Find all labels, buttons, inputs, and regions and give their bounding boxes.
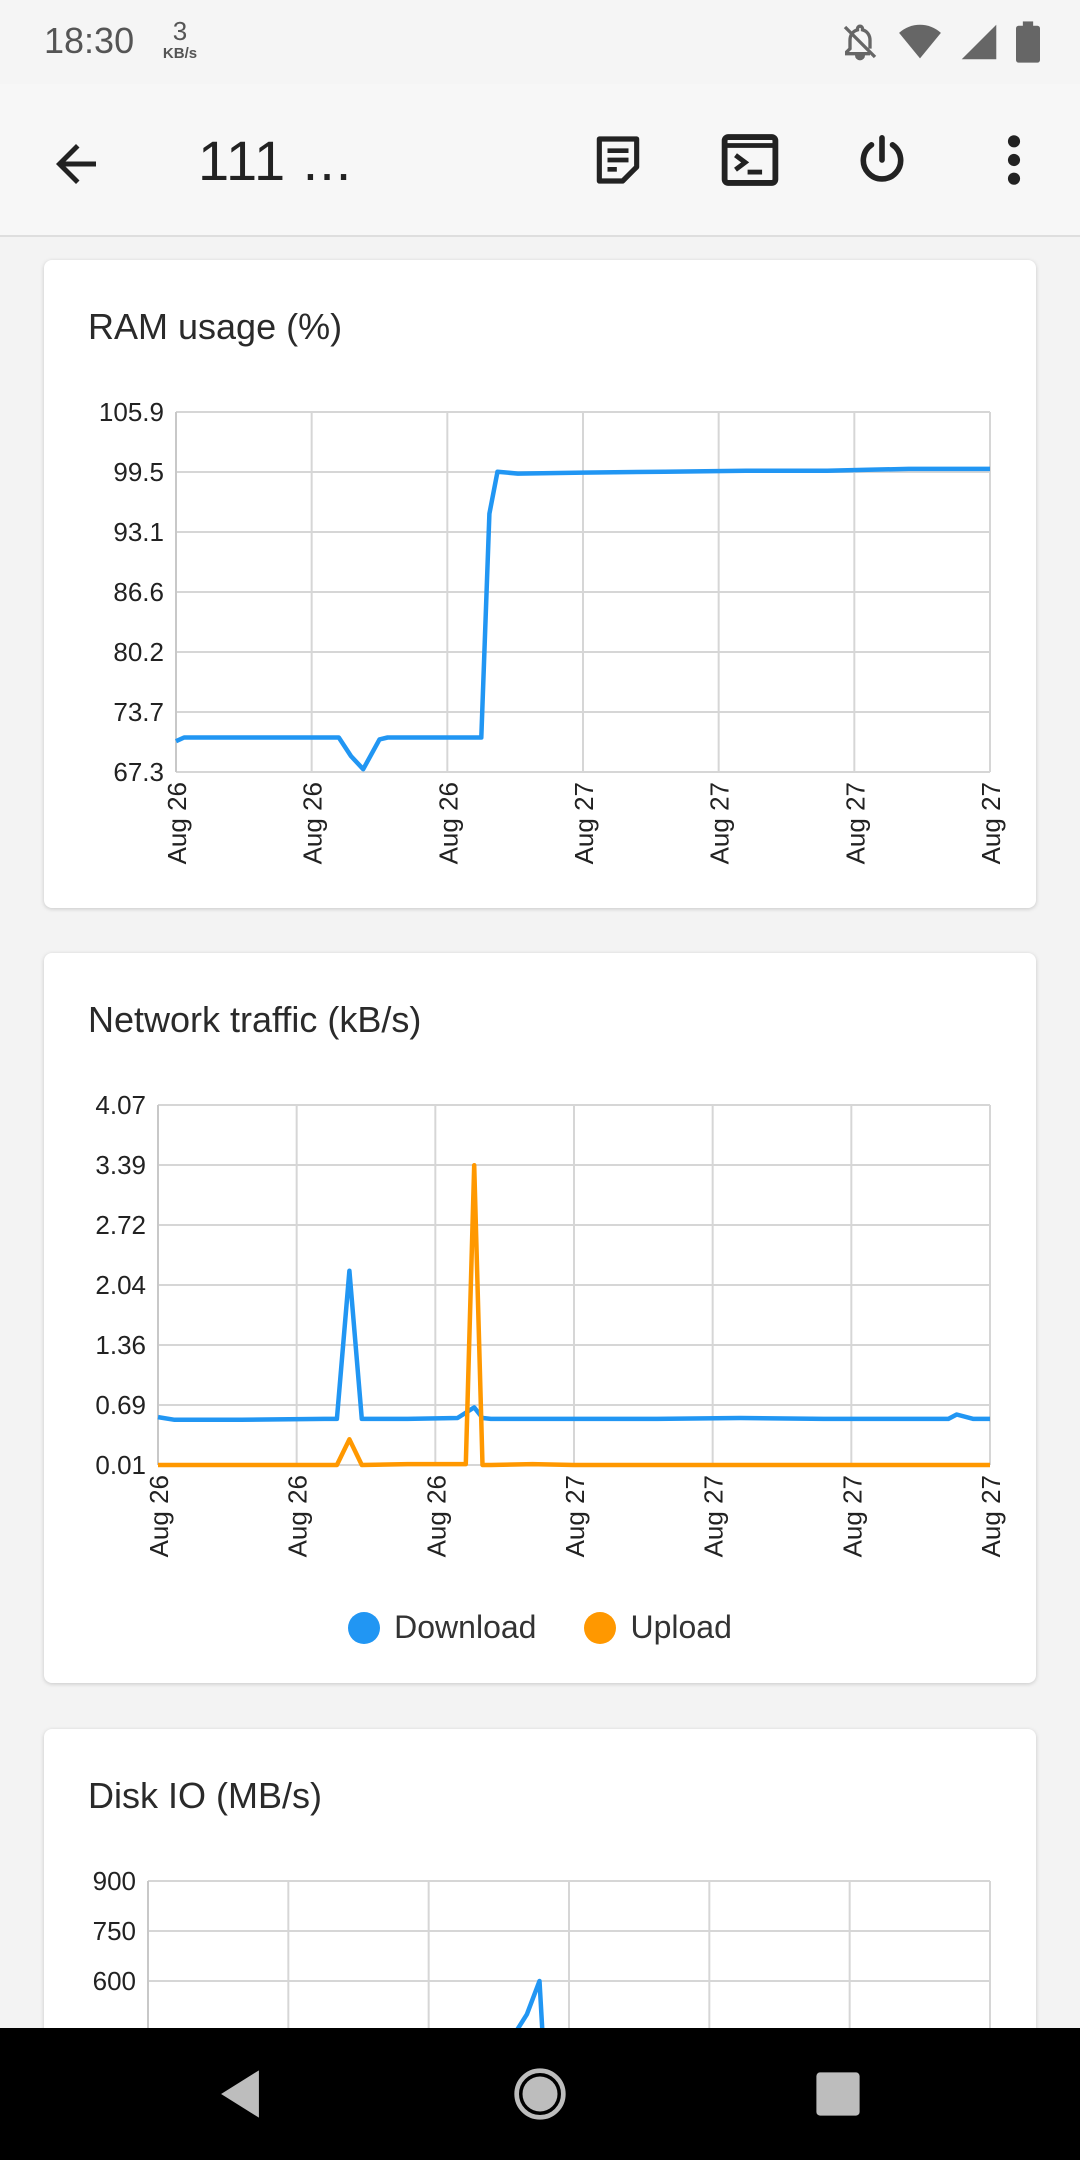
status-time: 18:30	[44, 20, 135, 61]
legend-dot-download	[348, 1611, 381, 1644]
y-tick-label: 0.69	[95, 1390, 146, 1420]
network-traffic-card: Network traffic (kB/s) 4.07 3.39 2.72 2.04 1…	[44, 953, 1036, 1683]
more-options-button[interactable]	[982, 128, 1046, 192]
y-tick-label: 105.9	[99, 397, 164, 427]
notes-button[interactable]	[586, 128, 650, 192]
app-bar: 111 ...	[0, 84, 1080, 237]
card-title: Network traffic (kB/s)	[88, 999, 422, 1040]
power-icon	[860, 135, 904, 182]
status-bar: 18:30 3 KB/s	[0, 0, 1080, 84]
y-tick-label: 600	[93, 1966, 136, 1996]
nav-back-button[interactable]	[204, 2058, 276, 2130]
upload-series-line	[158, 1163, 990, 1468]
network-speed-indicator: 3 KB/s	[160, 18, 200, 61]
y-tick-label: 3.39	[95, 1150, 146, 1180]
ram-usage-card: RAM usage (%) 105.9 99.5 93.1 86.6 80.2 73.7 6…	[44, 260, 1036, 908]
series-series-line	[175, 466, 990, 772]
x-tick-label: Aug 27	[840, 782, 870, 864]
y-tick-label: 93.1	[113, 517, 164, 547]
x-tick-label: Aug 26	[298, 782, 328, 864]
y-tick-label: 86.6	[113, 577, 164, 607]
y-tick-label: 67.3	[113, 757, 164, 787]
status-icons	[840, 20, 1040, 64]
legend-item-download: Download	[348, 1609, 536, 1646]
bell-off-icon	[843, 24, 877, 61]
network-speed-unit: KB/s	[162, 45, 198, 62]
x-tick-label: Aug 27	[837, 1475, 867, 1557]
y-tick-label: 73.7	[113, 697, 164, 727]
x-tick-label: Aug 27	[705, 782, 735, 864]
card-title: Disk IO (MB/s)	[88, 1775, 322, 1816]
wifi-icon	[899, 24, 941, 59]
y-tick-label: 900	[93, 1866, 136, 1896]
x-tick-label: Aug 27	[560, 1475, 590, 1557]
card-title: RAM usage (%)	[88, 306, 343, 347]
x-tick-label: Aug 26	[283, 1475, 313, 1557]
chart-legend: Download Upload	[44, 1609, 1036, 1646]
legend-item-upload: Upload	[584, 1609, 732, 1646]
y-tick-label: 750	[93, 1916, 136, 1946]
recents-square-icon	[816, 2072, 860, 2116]
y-tick-label: 0.01	[95, 1450, 146, 1480]
more-vert-icon	[1007, 135, 1021, 185]
x-tick-label: Aug 26	[433, 782, 463, 864]
page-title: 111 ...	[198, 129, 353, 192]
x-tick-label: Aug 26	[421, 1475, 451, 1557]
notes-icon	[596, 136, 640, 184]
y-tick-label: 2.04	[95, 1270, 146, 1300]
network-speed-value: 3	[172, 16, 188, 46]
cell-signal-icon	[961, 24, 997, 60]
nav-home-button[interactable]	[504, 2058, 576, 2130]
terminal-icon	[721, 134, 779, 186]
back-arrow-icon[interactable]	[46, 134, 106, 194]
x-tick-label: Aug 27	[976, 782, 1006, 864]
y-tick-label: 1.36	[95, 1330, 146, 1360]
battery-icon	[1016, 21, 1040, 63]
navigation-bar	[0, 2028, 1080, 2160]
home-circle-icon	[514, 2068, 566, 2120]
y-tick-label: 2.72	[95, 1210, 146, 1240]
terminal-button[interactable]	[718, 128, 782, 192]
x-tick-label: Aug 26	[144, 1475, 174, 1557]
download-series-line	[157, 1268, 990, 1423]
legend-dot-upload	[584, 1611, 617, 1644]
y-tick-label: 80.2	[113, 637, 164, 667]
x-tick-label: Aug 27	[976, 1475, 1006, 1557]
x-tick-label: Aug 26	[162, 782, 192, 864]
legend-label: Download	[394, 1609, 537, 1645]
x-tick-label: Aug 27	[699, 1475, 729, 1557]
back-triangle-icon	[221, 2070, 259, 2118]
y-tick-label: 4.07	[95, 1090, 146, 1120]
legend-label: Upload	[630, 1609, 732, 1645]
nav-recents-button[interactable]	[802, 2058, 874, 2130]
x-tick-label: Aug 27	[569, 782, 599, 864]
y-tick-label: 99.5	[113, 457, 164, 487]
power-button[interactable]	[850, 128, 914, 192]
